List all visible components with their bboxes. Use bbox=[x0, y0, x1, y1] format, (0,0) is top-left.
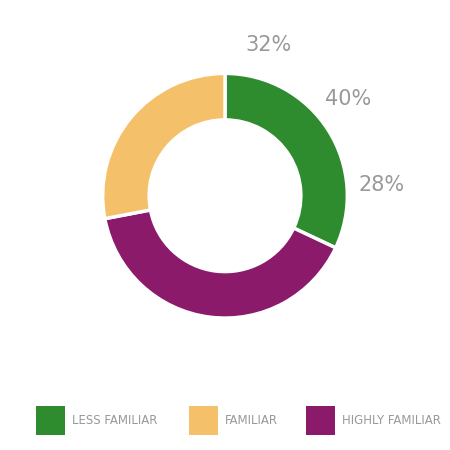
Wedge shape bbox=[105, 210, 336, 318]
Text: FAMILIAR: FAMILIAR bbox=[225, 414, 278, 427]
Text: 40%: 40% bbox=[325, 90, 372, 109]
Text: 28%: 28% bbox=[358, 175, 404, 195]
FancyBboxPatch shape bbox=[36, 406, 65, 436]
FancyBboxPatch shape bbox=[189, 406, 218, 436]
Wedge shape bbox=[225, 73, 347, 248]
FancyBboxPatch shape bbox=[306, 406, 335, 436]
Text: 32%: 32% bbox=[245, 35, 291, 55]
Text: LESS FAMILIAR: LESS FAMILIAR bbox=[72, 414, 158, 427]
Wedge shape bbox=[103, 73, 225, 219]
Text: HIGHLY FAMILIAR: HIGHLY FAMILIAR bbox=[342, 414, 441, 427]
